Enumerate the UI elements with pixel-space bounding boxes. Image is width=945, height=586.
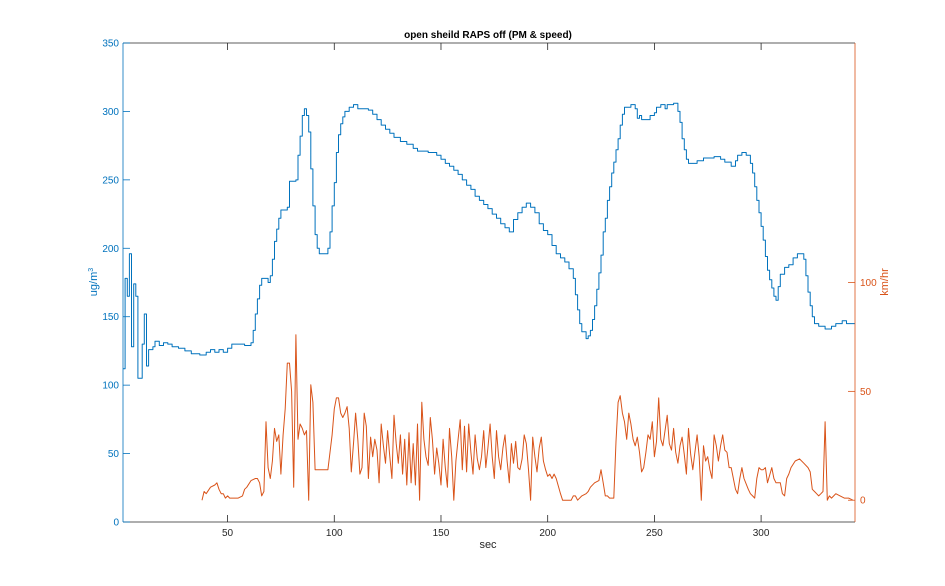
left-y-tick-label: 200 [102, 244, 119, 255]
right-y-tick-label: 100 [860, 278, 877, 289]
left-y-tick-label: 100 [102, 381, 119, 392]
left-y-tick-label: 0 [113, 518, 119, 529]
x-tick-label: 50 [222, 528, 234, 539]
left-y-tick-label: 50 [108, 449, 120, 460]
x-tick-label: 150 [433, 528, 450, 539]
left-y-axis-label-superscript: 3 [88, 268, 95, 272]
axes: 50 100 150 200 250 300 0 50 100 150 200 250 300 350 0 5… [102, 39, 877, 540]
right-y-axis-label: km/hr [879, 268, 891, 296]
left-y-axis-label: ug/m3 [88, 268, 100, 296]
x-tick-label: 250 [646, 528, 663, 539]
left-y-tick-label: 300 [102, 107, 119, 118]
x-tick-label: 200 [539, 528, 556, 539]
x-axis-label: sec [479, 539, 497, 551]
speed-series-line [201, 334, 854, 501]
x-tick-label: 100 [326, 528, 343, 539]
pm-series-line [123, 102, 855, 379]
left-y-axis-label-base: ug/m [88, 272, 100, 296]
left-y-tick-label: 250 [102, 175, 119, 186]
right-y-tick-label: 0 [860, 496, 866, 507]
x-tick-label: 300 [753, 528, 770, 539]
left-y-tick-label: 150 [102, 312, 119, 323]
left-y-tick-label: 350 [102, 39, 119, 50]
right-y-tick-label: 50 [860, 387, 872, 398]
plot-area [123, 102, 855, 501]
chart-title: open sheild RAPS off (PM & speed) [404, 30, 572, 41]
